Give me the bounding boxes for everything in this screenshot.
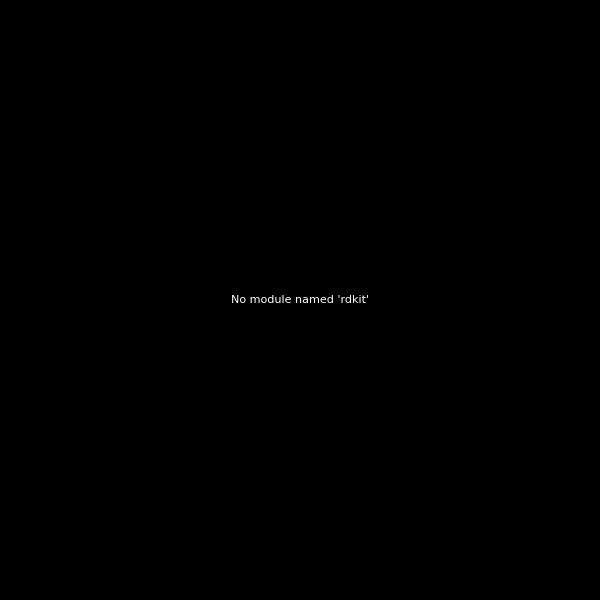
Text: No module named 'rdkit': No module named 'rdkit' [231,295,369,305]
